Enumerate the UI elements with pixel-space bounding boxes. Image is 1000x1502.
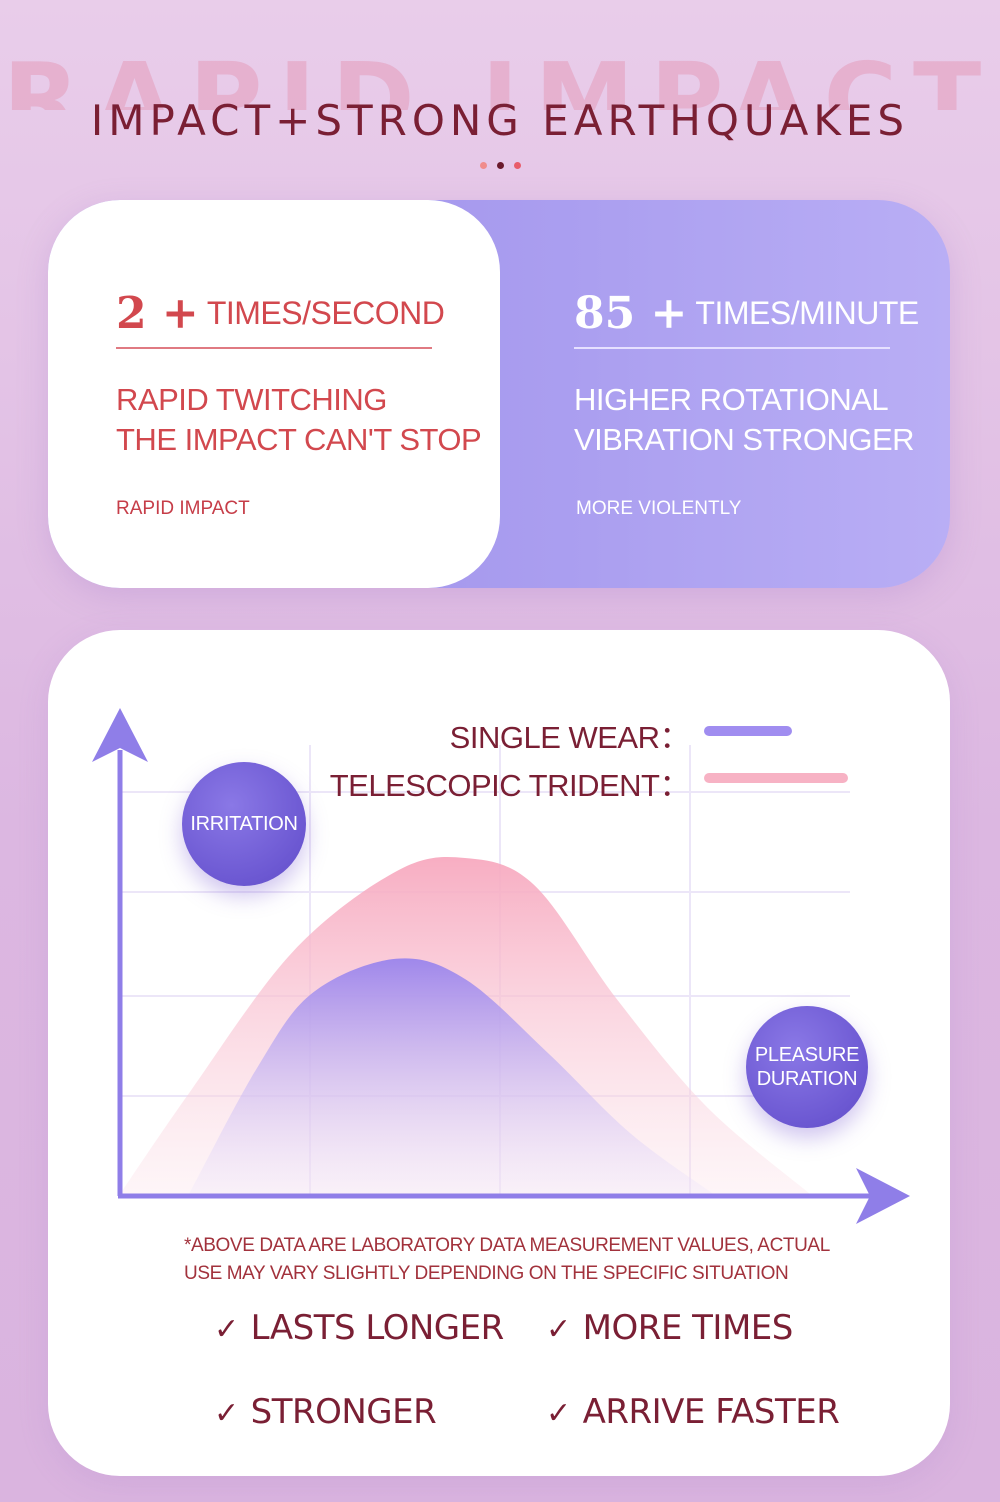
- stat-left-number: 2 +: [116, 288, 199, 339]
- feature-item: ✓ MORE TIMES: [546, 1308, 793, 1348]
- feature-label: LASTS LONGER: [250, 1308, 505, 1348]
- stat-right-tag: MORE VIOLENTLY: [576, 498, 742, 519]
- feature-label: STRONGER: [250, 1392, 437, 1432]
- y-axis-arrow-icon: [92, 708, 148, 762]
- x-axis-label-line1: PLEASURE: [754, 1044, 860, 1066]
- chart-axes: [92, 708, 910, 1224]
- x-axis-arrow-icon: [856, 1168, 910, 1224]
- feature-label: MORE TIMES: [582, 1308, 794, 1348]
- stat-left-line2: THE IMPACT CAN'T STOP: [116, 422, 482, 457]
- stat-left-tag: RAPID IMPACT: [116, 498, 250, 519]
- checkmark-icon: ✓: [546, 1396, 571, 1431]
- stat-left-unit: TIMES/SECOND: [206, 295, 445, 331]
- legend-swatch-single-wear: [704, 726, 792, 736]
- stat-right-headline: 85 + TIMES/MINUTE: [574, 288, 919, 339]
- y-axis-label-bubble: IRRITATION: [182, 762, 306, 886]
- checkmark-icon: ✓: [214, 1396, 239, 1431]
- dot-icon: [496, 162, 504, 169]
- stat-right-number: 85 +: [574, 288, 688, 339]
- feature-item: ✓ ARRIVE FASTER: [546, 1392, 840, 1432]
- page-title: IMPACT+STRONG EARTHQUAKES: [90, 96, 910, 145]
- stat-right-divider: [574, 347, 890, 349]
- x-axis-label-line2: DURATION: [756, 1068, 858, 1090]
- chart-series-areas: [120, 856, 810, 1194]
- dot-icon: [513, 162, 521, 169]
- legend-label-telescopic-trident: TELESCOPIC TRIDENT：: [329, 768, 691, 803]
- legend-swatch-telescopic-trident: [704, 773, 848, 783]
- stat-left-divider: [116, 347, 432, 349]
- feature-item: ✓ LASTS LONGER: [214, 1308, 504, 1348]
- stat-right-description: HIGHER ROTATIONAL VIBRATION STRONGER: [574, 380, 915, 460]
- disclaimer-line1: *ABOVE DATA ARE LABORATORY DATA MEASUREM…: [184, 1235, 830, 1256]
- y-axis-label: IRRITATION: [190, 813, 298, 835]
- stat-left-headline: 2 + TIMES/SECOND: [116, 288, 445, 339]
- decorative-dots: [0, 156, 1000, 174]
- checkmark-icon: ✓: [546, 1312, 571, 1347]
- disclaimer-line2: USE MAY VARY SLIGHTLY DEPENDING ON THE S…: [184, 1263, 789, 1284]
- feature-item: ✓ STRONGER: [214, 1392, 437, 1432]
- legend-label-single-wear: SINGLE WEAR：: [449, 720, 691, 755]
- stats-card-left-panel: [48, 200, 500, 588]
- x-axis-label-bubble: PLEASURE DURATION: [746, 1006, 868, 1128]
- stat-left-description: RAPID TWITCHING THE IMPACT CAN'T STOP: [116, 380, 482, 460]
- stat-left-line1: RAPID TWITCHING: [116, 382, 387, 417]
- stat-right-line1: HIGHER ROTATIONAL: [574, 382, 889, 417]
- series-area-single-wear: [189, 958, 714, 1194]
- feature-label: ARRIVE FASTER: [582, 1392, 840, 1432]
- stat-right-line2: VIBRATION STRONGER: [574, 422, 915, 457]
- background-watermark-text: RAPID IMPACT: [2, 41, 998, 110]
- checkmark-icon: ✓: [214, 1312, 239, 1347]
- stat-right-unit: TIMES/MINUTE: [695, 295, 919, 331]
- dot-icon: [479, 162, 487, 169]
- disclaimer-note: *ABOVE DATA ARE LABORATORY DATA MEASUREM…: [184, 1232, 884, 1288]
